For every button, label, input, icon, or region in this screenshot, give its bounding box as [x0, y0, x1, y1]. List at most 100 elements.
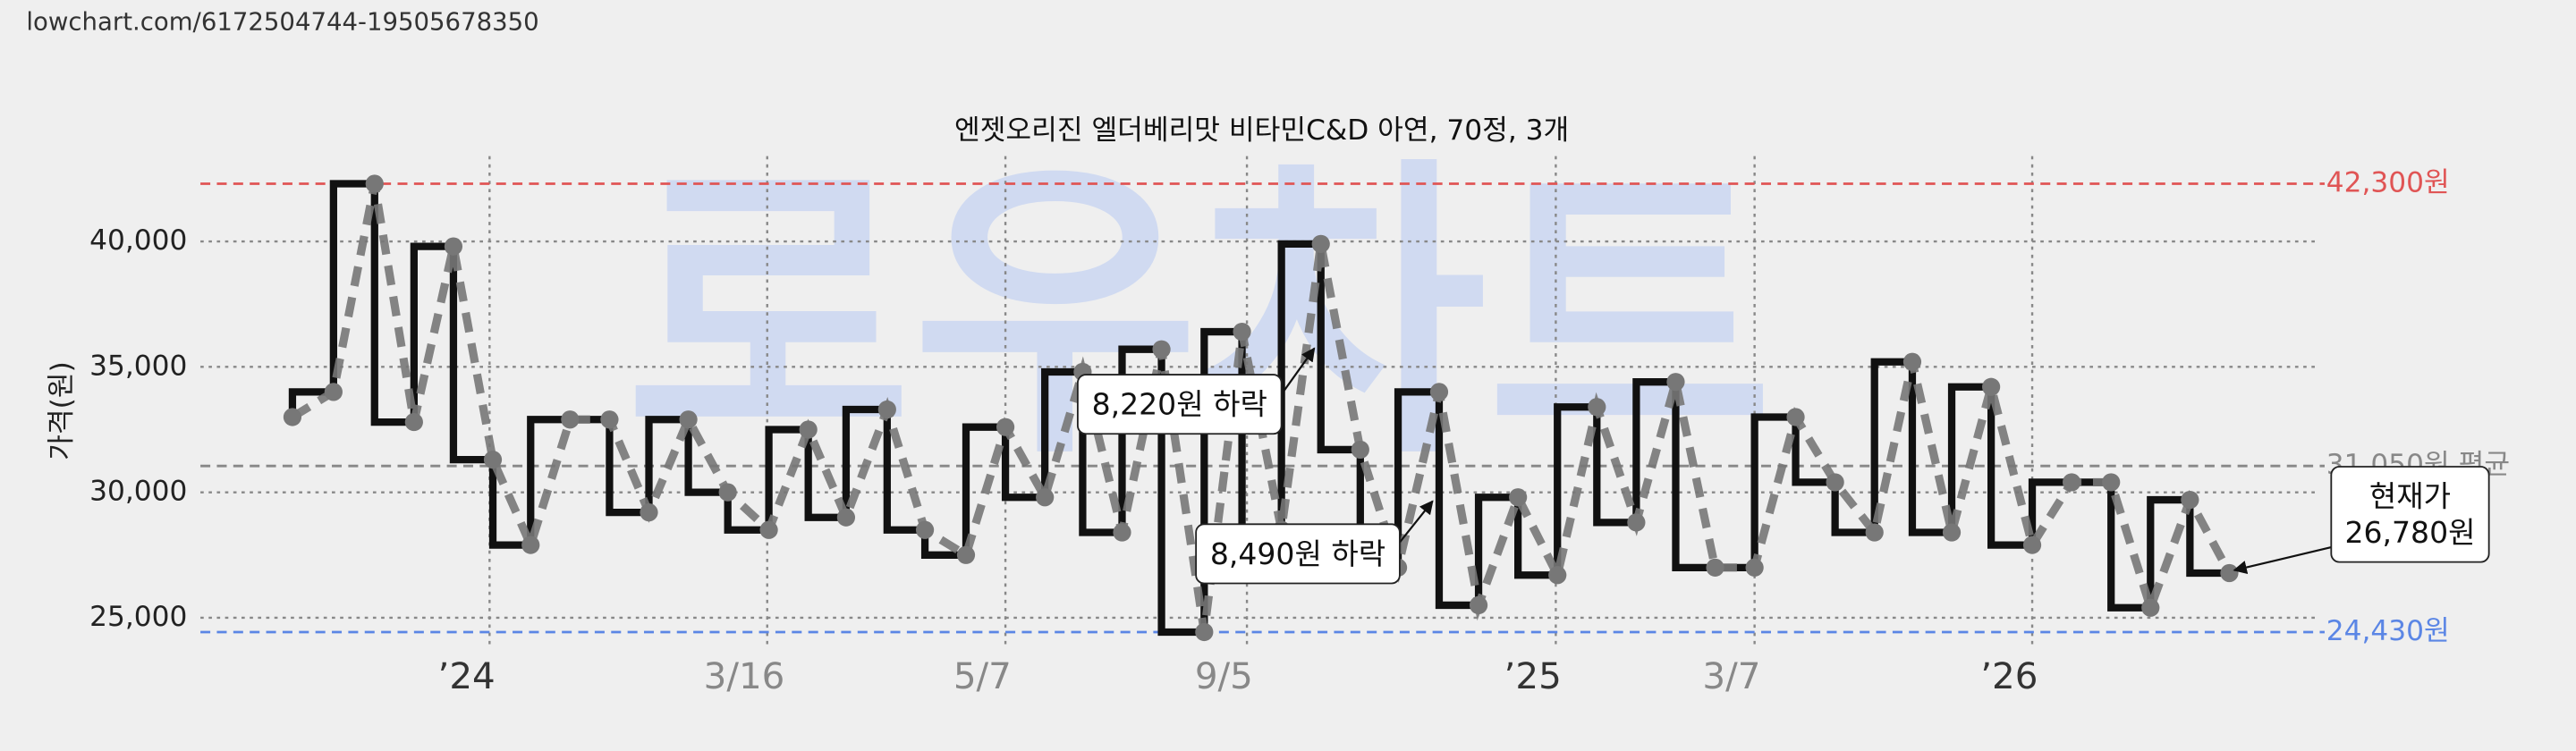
x-tick-label: 3/16: [704, 654, 785, 697]
step-segment: [2028, 478, 2072, 545]
price-point: [324, 383, 343, 401]
price-point: [877, 400, 896, 419]
price-point: [679, 410, 698, 429]
price-point: [483, 451, 503, 469]
y-tick-label: 25,000: [89, 601, 187, 633]
step-segment: [2186, 500, 2230, 578]
annotation-arrow: [1280, 347, 1316, 395]
x-tick-label: ’25: [1504, 654, 1562, 697]
price-point: [718, 483, 737, 502]
price-point: [1509, 488, 1528, 507]
price-point: [1588, 398, 1606, 417]
step-segment: [1750, 413, 1796, 568]
reference-label: 24,430원: [2326, 615, 2450, 647]
reference-label: 42,300원: [2326, 166, 2450, 198]
price-point: [1351, 440, 1369, 460]
price-point: [444, 237, 463, 256]
step-segment: [329, 180, 375, 392]
x-tick-label: 9/5: [1195, 654, 1253, 697]
step-segment: [1831, 482, 1875, 536]
step-segment: [370, 183, 414, 426]
price-point: [915, 520, 935, 539]
price-point: [2063, 473, 2081, 492]
annotation-text: 현재가: [2369, 478, 2451, 513]
y-tick-label: 35,000: [89, 350, 187, 382]
step-segment: [883, 409, 926, 534]
price-point: [836, 508, 856, 527]
step-segment: [724, 492, 769, 534]
annotation-box: [1195, 523, 1401, 585]
step-segment: [1632, 378, 1676, 523]
price-point: [1902, 352, 1922, 371]
price-point: [996, 418, 1015, 436]
price-point: [1865, 523, 1884, 542]
annotation-text: 26,780원: [2344, 515, 2475, 550]
price-point: [640, 502, 658, 522]
step-segment: [488, 460, 531, 549]
step-segment: [1554, 403, 1597, 576]
price-point: [600, 410, 619, 429]
price-point: [2181, 490, 2199, 510]
price-point: [2022, 536, 2042, 554]
step-segment: [962, 423, 1006, 555]
step-segment: [1435, 392, 1479, 610]
price-point: [1233, 322, 1251, 342]
annotation-text: 8,490원 하락: [1210, 536, 1385, 571]
step-segment: [684, 419, 728, 496]
price-point: [1548, 566, 1567, 585]
price-point: [283, 408, 302, 426]
y-axis-label: 가격(원): [46, 361, 78, 460]
step-segment: [1001, 426, 1046, 502]
step-segment: [1277, 240, 1321, 530]
price-point: [799, 420, 818, 439]
price-point: [1036, 488, 1055, 507]
price-point: [1195, 622, 1214, 642]
price-point: [2220, 563, 2239, 583]
step-segment: [804, 429, 846, 521]
price-point: [1311, 234, 1330, 253]
step-segment: [1987, 386, 2033, 549]
step-segment: [449, 246, 494, 464]
step-segment: [1317, 243, 1360, 454]
x-tick-label: 5/7: [953, 654, 1012, 697]
step-segment: [1118, 345, 1162, 533]
x-tick-label: ’24: [438, 654, 496, 697]
price-point: [561, 410, 580, 429]
step-segment: [645, 416, 689, 513]
chart-title: 엔젯오리진 엘더베리맛 비타민C&D 아연, 70정, 3개: [954, 114, 1569, 147]
step-segment: [1870, 358, 1912, 533]
price-point: [404, 412, 423, 432]
step-segment: [527, 416, 571, 545]
annotation-arrow: [1399, 500, 1434, 544]
step-segment: [2147, 495, 2190, 608]
step-segment: [1947, 383, 1992, 533]
price-point: [1706, 558, 1724, 577]
price-point: [521, 536, 540, 554]
step-segment: [2107, 482, 2151, 612]
price-point: [1627, 513, 1646, 532]
step-segment: [1157, 349, 1205, 637]
step-segment: [410, 242, 453, 423]
step-segment: [1672, 382, 1716, 571]
y-tick-label: 40,000: [89, 224, 187, 257]
step-segment: [1041, 367, 1083, 498]
step-segment: [765, 426, 809, 530]
step-segment: [606, 419, 649, 517]
step-segment: [1792, 417, 1835, 486]
price-point: [1469, 595, 1488, 615]
price-point: [1666, 373, 1685, 392]
price-point: [1745, 558, 1764, 577]
price-point: [1826, 473, 1844, 492]
step-segment: [1514, 497, 1558, 579]
step-segment: [842, 405, 887, 518]
price-point: [1113, 523, 1131, 542]
y-tick-label: 30,000: [89, 476, 187, 508]
price-point: [1942, 523, 1962, 542]
price-point: [759, 520, 778, 539]
price-point: [2141, 598, 2160, 617]
step-segment: [1908, 361, 1953, 536]
step-segment: [1474, 494, 1519, 605]
source-url: lowchart.com/6172504744-19505678350: [26, 8, 538, 37]
